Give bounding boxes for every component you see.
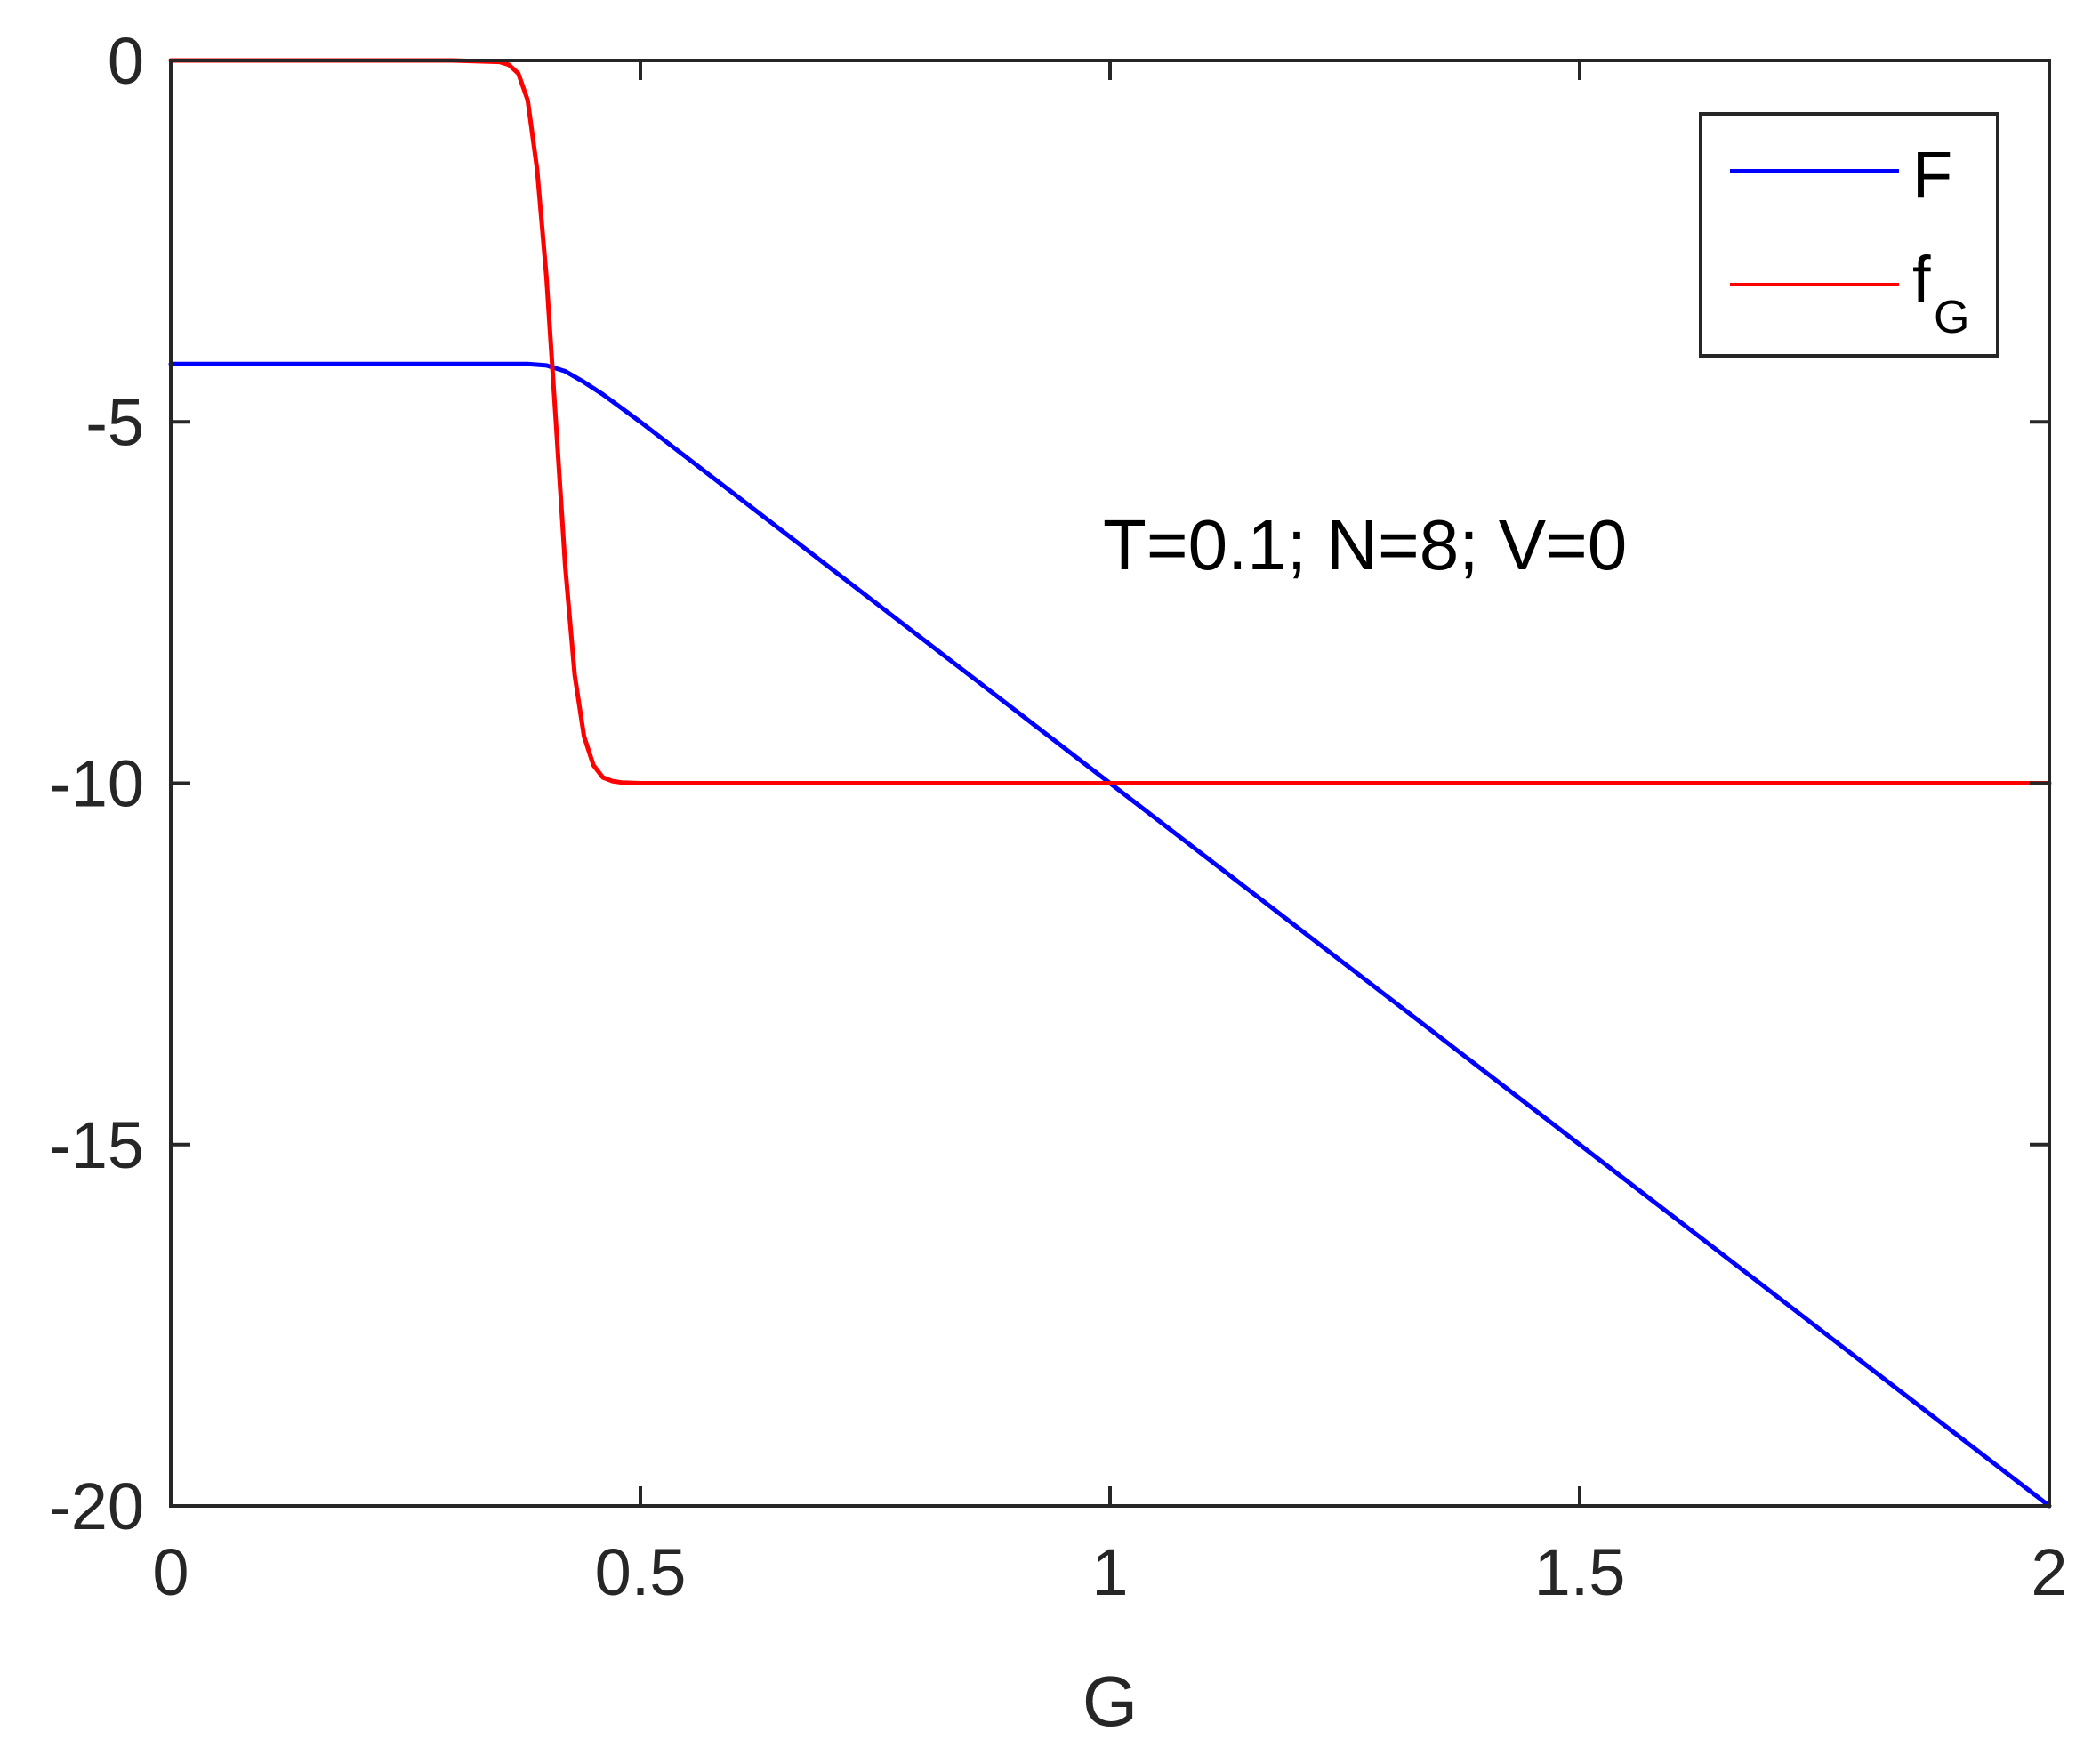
y-tick-label: 0 (108, 24, 144, 98)
x-tick-label: 1 (1091, 1535, 1128, 1609)
legend-box (1699, 112, 1999, 358)
series-line-F (168, 361, 2052, 1509)
legend-label-fG-subscript: G (1934, 292, 1969, 343)
legend: F f G (1699, 112, 1999, 358)
plot-frame (169, 59, 2051, 1508)
y-tick-label: -15 (49, 1108, 144, 1182)
x-tick-label: 1.5 (1534, 1535, 1626, 1609)
y-tick-label: -5 (85, 385, 144, 459)
x-tick-label: 0 (152, 1535, 189, 1609)
y-tick-label: -10 (49, 747, 144, 821)
y-tick-label: -20 (49, 1469, 144, 1543)
x-tick-label: 0.5 (595, 1535, 687, 1609)
legend-label-fG: f (1912, 243, 1931, 317)
x-axis-title: G (1082, 1662, 1138, 1739)
chart-annotation: T=0.1; N=8; V=0 (1103, 505, 1627, 584)
x-tick-label: 2 (2031, 1535, 2067, 1609)
legend-label-F: F (1912, 138, 1952, 212)
labels-layer: 0 0.5 1 1.5 2 0 -5 -10 -15 -20 (49, 24, 2068, 1609)
